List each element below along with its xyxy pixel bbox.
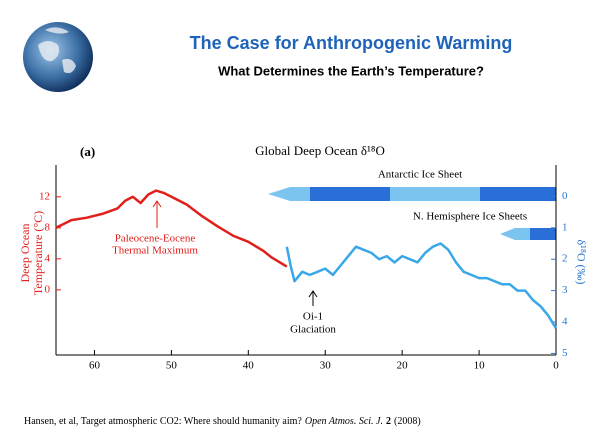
x-tick-label: 60 <box>89 360 101 372</box>
annotation: Glaciation <box>290 324 336 336</box>
y-tick-label: 12 <box>39 190 50 202</box>
citation-year: (2008) <box>394 416 421 427</box>
y-tick-label: 0 <box>45 283 51 295</box>
y-tick-label: 8 <box>45 221 51 233</box>
citation-text: Hansen, et al, Target atmospheric CO2: W… <box>24 416 302 427</box>
arrow-head <box>308 290 318 298</box>
chart-title: Global Deep Ocean δ¹⁸O <box>255 143 385 158</box>
x-tick-label: 10 <box>474 360 486 372</box>
x-tick-label: 30 <box>320 360 332 372</box>
citation-volume: 2 <box>386 416 391 427</box>
earth-clouds <box>38 27 76 74</box>
citation-journal: Open Atmos. Sci. J. <box>305 416 383 427</box>
y-axis-label: Deep Ocean <box>18 224 32 283</box>
panel-label: (a) <box>80 144 95 159</box>
y2-tick-label: 2 <box>562 253 568 265</box>
data-line <box>285 242 558 329</box>
slide-title: The Case for Anthropogenic Warming <box>190 33 513 53</box>
earth-icon <box>23 22 93 92</box>
y2-tick-label: 3 <box>562 284 568 296</box>
y-tick-label: 4 <box>45 252 51 264</box>
annotation: Antarctic Ice Sheet <box>378 169 462 181</box>
y2-tick-label: 0 <box>562 190 568 202</box>
y2-tick-label: 1 <box>562 221 568 233</box>
annotation: Oi-1 <box>303 311 323 323</box>
x-tick-label: 50 <box>166 360 178 372</box>
annotation: Thermal Maximum <box>112 245 198 257</box>
y-axis-label: Temperature (°C) <box>31 211 45 295</box>
ice-sheet-bars <box>268 187 556 240</box>
annotation: Paleocene-Eocene <box>115 233 196 245</box>
slide-subtitle: What Determines the Earth’s Temperature? <box>218 63 484 78</box>
citation: Hansen, et al, Target atmospheric CO2: W… <box>24 416 421 427</box>
data-line <box>55 189 288 268</box>
arrow-head <box>152 200 162 208</box>
x-tick-label: 20 <box>397 360 409 372</box>
y2-tick-label: 5 <box>562 347 568 359</box>
y2-axis-label: δ¹⁸O (‰) <box>574 239 588 284</box>
annotation: N. Hemisphere Ice Sheets <box>413 211 527 223</box>
x-tick-label: 40 <box>243 360 255 372</box>
y2-tick-label: 4 <box>562 316 568 328</box>
x-tick-label: 0 <box>553 360 559 372</box>
